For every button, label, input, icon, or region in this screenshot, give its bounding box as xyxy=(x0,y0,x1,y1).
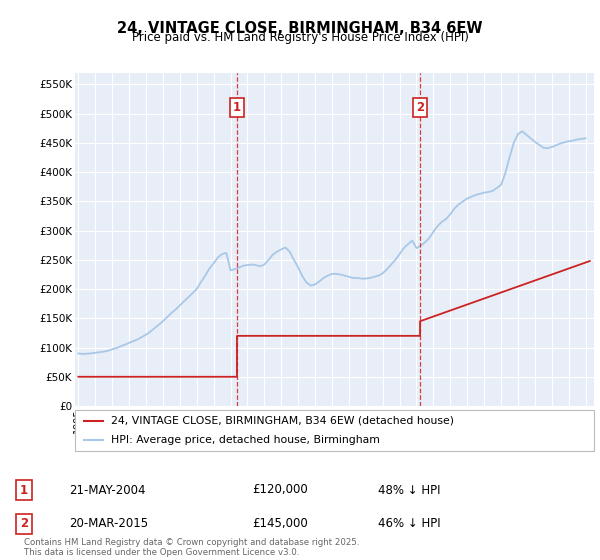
Text: 1: 1 xyxy=(233,101,241,114)
Text: 20-MAR-2015: 20-MAR-2015 xyxy=(69,517,148,530)
Text: 24, VINTAGE CLOSE, BIRMINGHAM, B34 6EW: 24, VINTAGE CLOSE, BIRMINGHAM, B34 6EW xyxy=(117,21,483,36)
Text: 46% ↓ HPI: 46% ↓ HPI xyxy=(378,517,440,530)
Text: £120,000: £120,000 xyxy=(252,483,308,497)
Text: HPI: Average price, detached house, Birmingham: HPI: Average price, detached house, Birm… xyxy=(112,435,380,445)
Text: 2: 2 xyxy=(416,101,424,114)
Text: 2: 2 xyxy=(20,517,28,530)
Text: £145,000: £145,000 xyxy=(252,517,308,530)
Text: 24, VINTAGE CLOSE, BIRMINGHAM, B34 6EW (detached house): 24, VINTAGE CLOSE, BIRMINGHAM, B34 6EW (… xyxy=(112,416,454,426)
Text: 21-MAY-2004: 21-MAY-2004 xyxy=(69,483,146,497)
Text: 48% ↓ HPI: 48% ↓ HPI xyxy=(378,483,440,497)
Text: Price paid vs. HM Land Registry's House Price Index (HPI): Price paid vs. HM Land Registry's House … xyxy=(131,31,469,44)
Text: Contains HM Land Registry data © Crown copyright and database right 2025.
This d: Contains HM Land Registry data © Crown c… xyxy=(24,538,359,557)
Text: 1: 1 xyxy=(20,483,28,497)
